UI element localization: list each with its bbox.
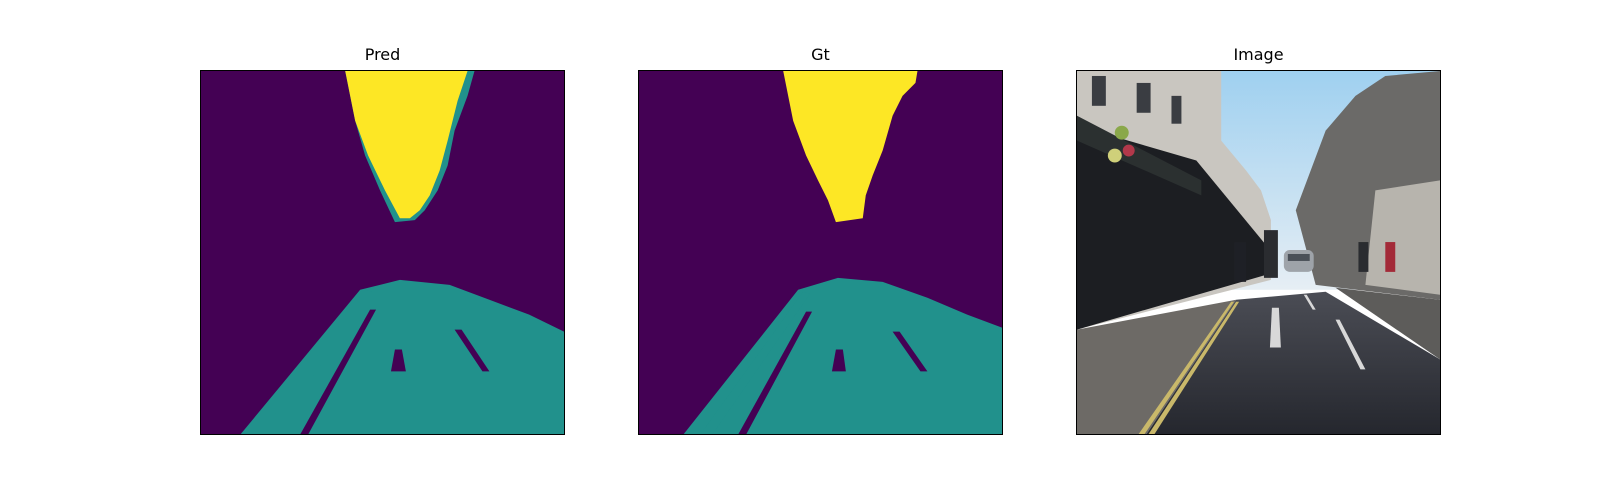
cyclist — [1263, 230, 1278, 278]
gt-segmentation-panel — [638, 70, 1003, 435]
right-building — [1365, 180, 1440, 295]
pred-title: Pred — [364, 45, 401, 64]
gt-road-marking — [831, 349, 846, 372]
pred-segmentation-panel — [200, 70, 565, 435]
pred-road-left-strip — [260, 289, 373, 434]
left-sidewalk — [1077, 299, 1237, 434]
gt-title: Gt — [811, 45, 830, 64]
balloon — [1122, 144, 1135, 157]
gt-road-left-strip — [700, 291, 811, 434]
car-window — [1287, 253, 1310, 261]
gt-segmentation-image — [639, 71, 1002, 434]
shopfront — [1077, 125, 1266, 330]
double-yellow-line — [1148, 301, 1240, 434]
balloon — [1114, 125, 1129, 140]
street-photo-panel — [1076, 70, 1441, 435]
double-yellow-line — [1138, 301, 1235, 434]
pedestrian — [1385, 242, 1396, 272]
lane-line — [1335, 319, 1366, 370]
gt-lane-line — [738, 311, 813, 434]
pred-segmentation-image — [201, 71, 564, 434]
street-photo — [1077, 71, 1440, 434]
pred-sky-region — [345, 71, 468, 219]
lane-line — [1303, 294, 1316, 310]
cyclist — [1358, 242, 1369, 272]
balloon — [1107, 148, 1122, 163]
window — [1171, 95, 1182, 124]
pred-road-marking — [390, 349, 406, 372]
lane-arrow — [1269, 307, 1281, 348]
cyclist — [1234, 242, 1247, 282]
shop-awning — [1077, 115, 1202, 196]
gt-sky-region — [783, 71, 918, 223]
window — [1091, 75, 1106, 106]
pred-lane-line — [454, 329, 490, 372]
pred-lane-line — [300, 309, 377, 434]
gt-lane-line — [892, 331, 928, 372]
window — [1136, 82, 1151, 113]
image-title: Image — [1233, 45, 1284, 64]
